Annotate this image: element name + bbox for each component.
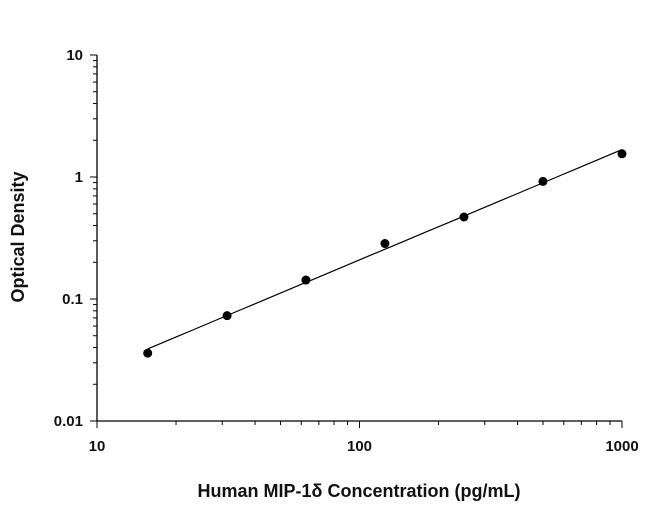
- y-tick-label: 10: [66, 47, 83, 64]
- data-point: [538, 176, 548, 186]
- data-point: [143, 348, 153, 358]
- tick-labels: 10 100 1000 0.01 0.1 1 10: [54, 47, 639, 455]
- data-point: [617, 149, 627, 159]
- x-tick-label: 1000: [605, 438, 638, 455]
- x-tick-label: 10: [89, 438, 106, 455]
- ticks: [90, 54, 623, 428]
- data-point: [301, 275, 311, 285]
- data-point: [459, 212, 469, 222]
- axes: [96, 55, 622, 422]
- data-point: [380, 239, 390, 249]
- y-tick-label: 0.01: [54, 413, 83, 430]
- data-point: [222, 311, 232, 321]
- data-points: [143, 149, 627, 358]
- fit-curve: [147, 149, 623, 350]
- x-axis-title: Human MIP-1δ Concentration (pg/mL): [198, 481, 521, 501]
- x-tick-label: 100: [347, 438, 372, 455]
- y-tick-label: 0.1: [62, 291, 83, 308]
- y-axis-title: Optical Density: [8, 171, 28, 302]
- y-tick-label: 1: [75, 169, 83, 186]
